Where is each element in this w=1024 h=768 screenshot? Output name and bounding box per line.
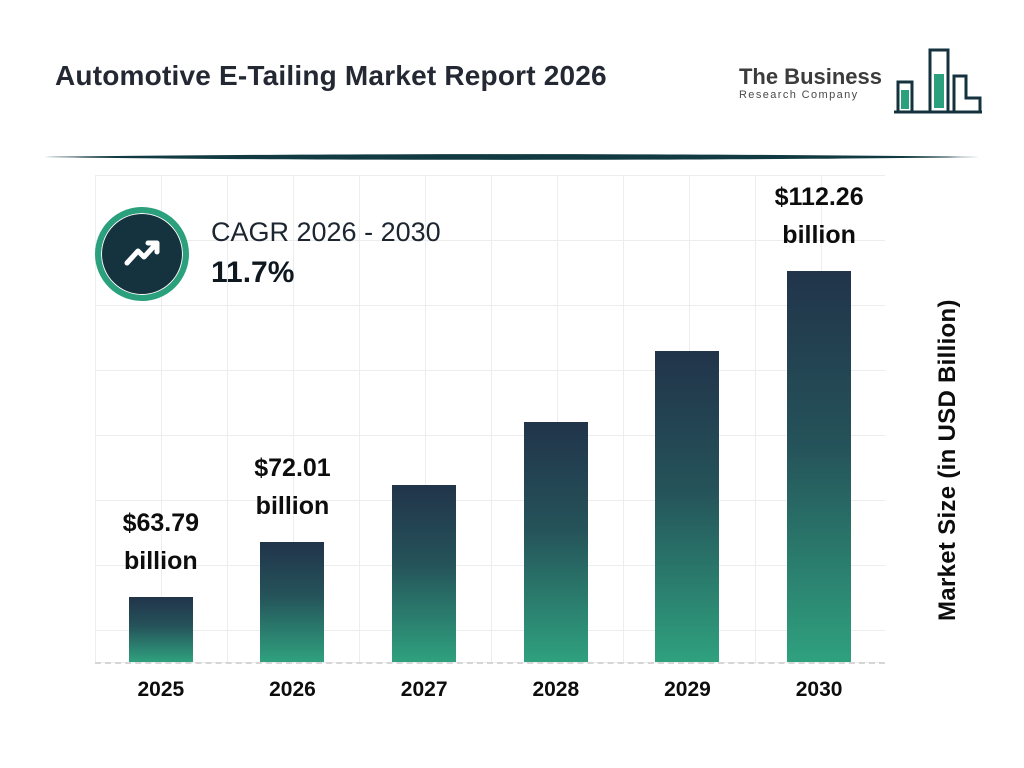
bar-column-2026: $72.01 billion <box>227 449 358 662</box>
x-axis-label-2029: 2029 <box>664 678 711 701</box>
cagr-value: 11.7% <box>211 256 295 290</box>
x-axis-label-2025: 2025 <box>137 678 185 701</box>
bar-column-2030: $112.26 billion <box>754 178 885 662</box>
bar-2028 <box>523 422 588 662</box>
bar-2025 <box>128 597 193 662</box>
bar-2030 <box>787 271 852 662</box>
bar-2027 <box>392 485 457 662</box>
bar-column-2027 <box>359 485 490 662</box>
x-axis-row: 2025 2026 2027 2028 2029 2030 <box>95 678 885 702</box>
bar-column-2029 <box>622 351 753 662</box>
cagr-label: CAGR 2026 - 2030 <box>211 217 441 248</box>
x-axis-label-2028: 2028 <box>532 678 580 701</box>
x-axis-label-2026: 2026 <box>269 678 316 701</box>
header: Automotive E-Tailing Market Report 2026 … <box>55 38 984 120</box>
bar-chart-logo-icon <box>894 48 982 114</box>
bar-value-label-2026: $72.01 billion <box>254 453 331 521</box>
logo-name: The Business <box>738 63 882 89</box>
logo-text: The Business Research Company <box>739 65 882 102</box>
bar-column-2025: $63.79 billion <box>95 504 226 662</box>
trending-up-icon <box>95 207 189 301</box>
bar-value-label-2030: $112.26 billion <box>774 182 864 250</box>
chart-plot-area: $63.79 billion $72.01 billion $112.26 billion <box>95 175 885 664</box>
bar-value-label-2025: $63.79 billion <box>122 508 200 576</box>
cagr-text: CAGR 2026 - 2030 11.7% <box>211 217 441 291</box>
bars-row: $63.79 billion $72.01 billion $112.26 billion <box>95 175 885 662</box>
bar-2026 <box>260 542 325 662</box>
bar-column-2028 <box>490 422 621 662</box>
logo-subname: Research Company <box>738 88 859 101</box>
cagr-badge: CAGR 2026 - 2030 11.7% <box>95 207 441 301</box>
company-logo: The Business Research Company <box>739 46 984 120</box>
bar-2029 <box>655 351 720 662</box>
y-axis-label: Market Size (in USD Billion) <box>934 299 961 621</box>
x-axis-label-2030: 2030 <box>795 678 843 701</box>
x-axis-label-2027: 2027 <box>400 678 448 701</box>
page-title: Automotive E-Tailing Market Report 2026 <box>55 60 607 91</box>
divider-line <box>44 154 980 160</box>
